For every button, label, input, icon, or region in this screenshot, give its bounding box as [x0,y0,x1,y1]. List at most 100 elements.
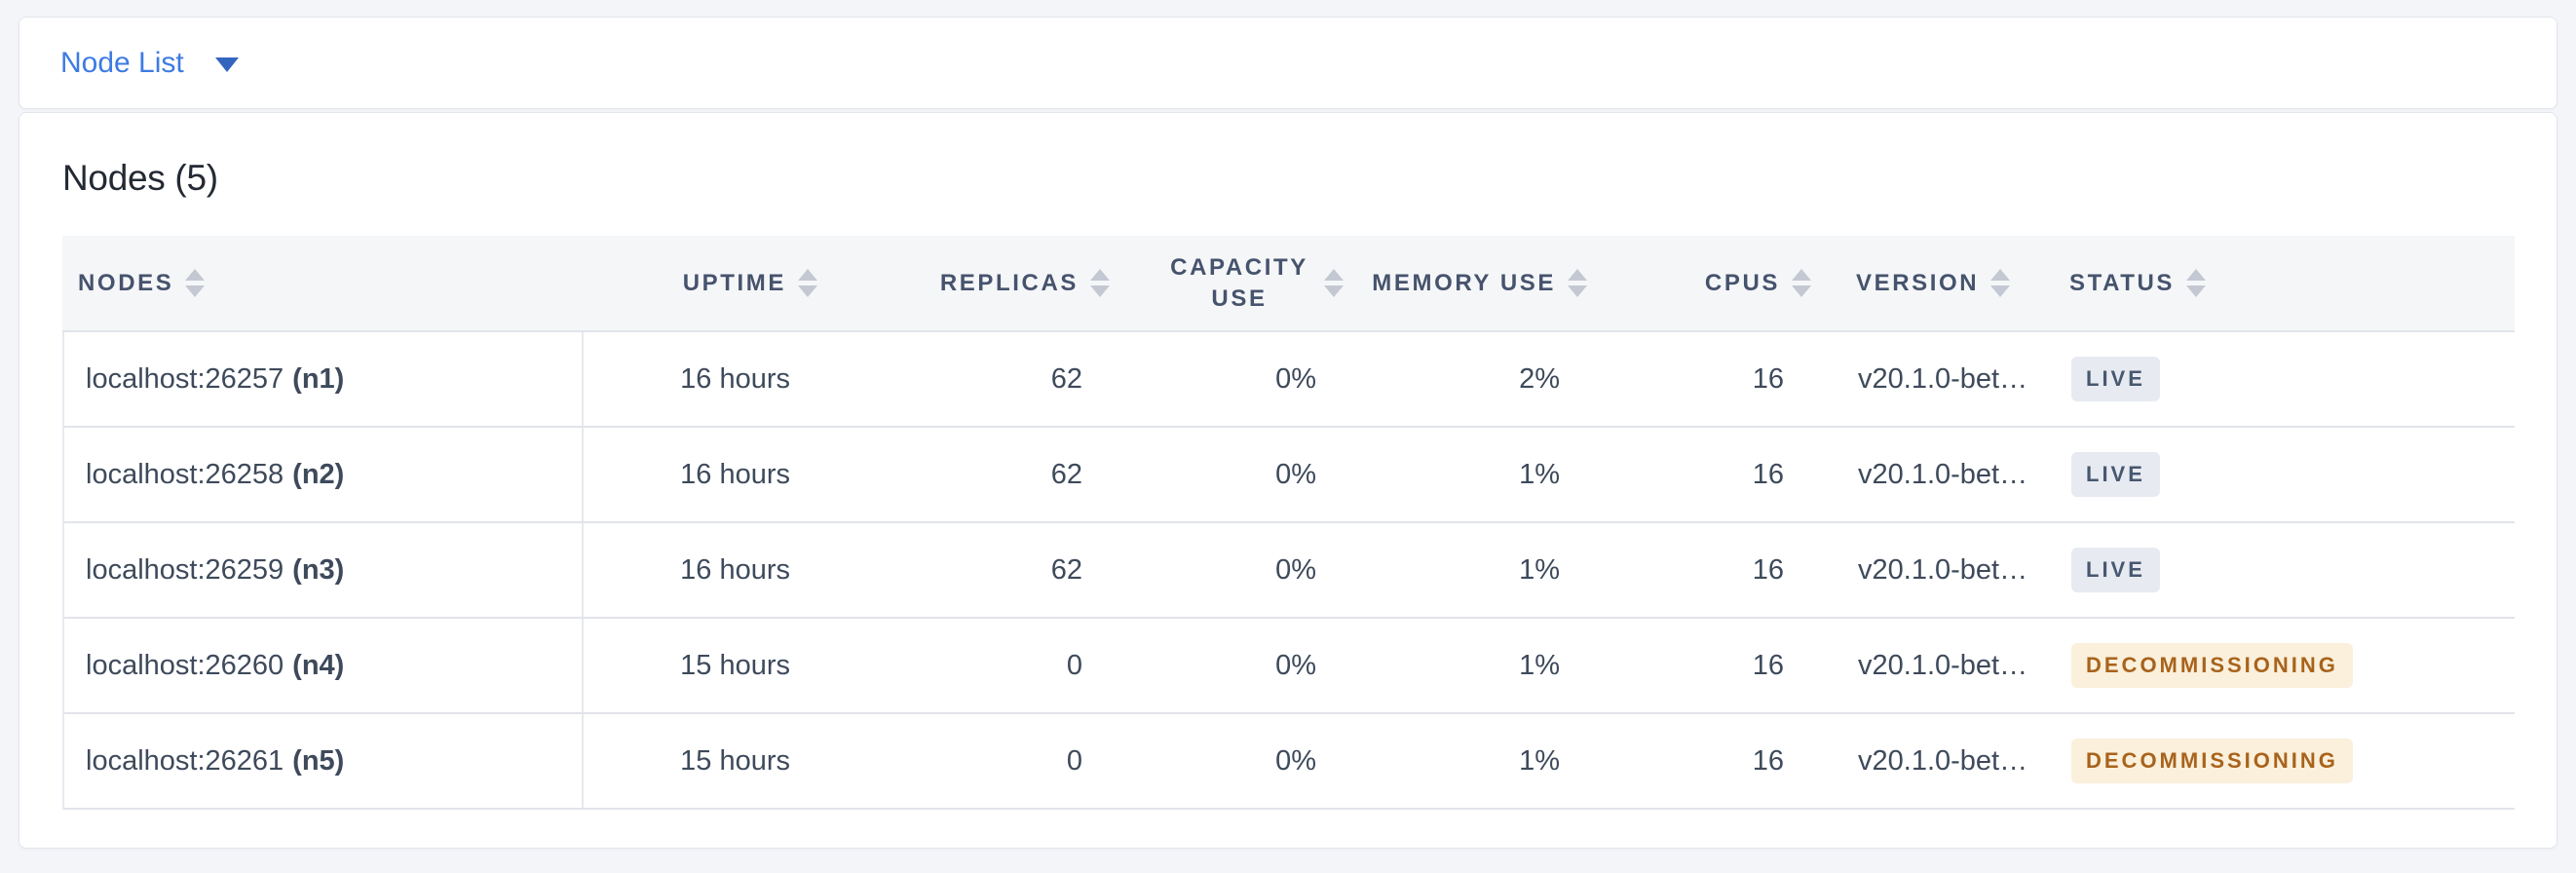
caret-down-icon [214,57,239,72]
cpus-value: 16 [1752,553,1784,586]
table-row[interactable]: localhost:26261 (n5) 15 hours 0 0% 1% 16… [64,714,2515,810]
sort-icon [798,269,817,297]
sort-icon [1324,269,1344,297]
capacity-use-cell: 0% [1123,332,1357,426]
version-value: v20.1.0-bet… [1858,553,2028,586]
sort-icon [1568,269,1587,297]
table-row[interactable]: localhost:26260 (n4) 15 hours 0 0% 1% 16… [64,619,2515,714]
sort-icon [2186,269,2207,297]
capacity-use-cell: 0% [1123,714,1357,808]
version-cell: v20.1.0-bet… [1825,428,2059,521]
capacity-use-value: 0% [1275,362,1316,395]
column-header-capacity-use[interactable]: CAPACITY USE [1121,236,1355,330]
uptime-value: 15 hours [680,744,790,777]
node-id: (n5) [292,744,345,777]
sort-down-icon [1792,285,1811,297]
capacity-use-value: 0% [1275,649,1316,681]
capacity-use-cell: 0% [1123,619,1357,712]
column-header-uptime[interactable]: UPTIME [582,236,829,330]
replicas-cell: 0 [831,619,1123,712]
uptime-value: 15 hours [680,649,790,681]
node-id: (n2) [292,458,345,490]
node-address: localhost:26257 [86,362,284,395]
sort-down-icon [1324,285,1344,297]
uptime-cell: 16 hours [584,332,831,426]
capacity-use-cell: 0% [1123,428,1357,521]
sort-up-icon [1990,269,2011,281]
node-address: localhost:26258 [86,458,284,490]
table-row[interactable]: localhost:26257 (n1) 16 hours 62 0% 2% 1… [64,332,2515,428]
sort-icon [1090,269,1110,297]
node-list-dropdown-label: Node List [60,46,184,79]
status-cell: LIVE [2059,428,2517,521]
sort-down-icon [1990,285,2011,297]
version-cell: v20.1.0-bet… [1825,714,2059,808]
capacity-use-value: 0% [1275,553,1316,586]
node-name-cell[interactable]: localhost:26258 (n2) [64,428,584,521]
column-header-nodes[interactable]: NODES [62,236,582,330]
node-list-dropdown[interactable]: Node List [60,46,239,79]
column-header-memory-use[interactable]: MEMORY USE [1355,236,1599,330]
node-address: localhost:26259 [86,553,284,586]
version-cell: v20.1.0-bet… [1825,523,2059,617]
version-cell: v20.1.0-bet… [1825,619,2059,712]
memory-use-cell: 1% [1357,523,1601,617]
replicas-cell: 62 [831,428,1123,521]
cpus-value: 16 [1752,649,1784,681]
table-row[interactable]: localhost:26258 (n2) 16 hours 62 0% 1% 1… [64,428,2515,523]
table-body: localhost:26257 (n1) 16 hours 62 0% 2% 1… [62,332,2515,810]
uptime-value: 16 hours [680,458,790,490]
memory-use-cell: 2% [1357,332,1601,426]
column-header-cpus[interactable]: CPUS [1599,236,1823,330]
cpus-cell: 16 [1601,428,1825,521]
node-name-cell[interactable]: localhost:26257 (n1) [64,332,584,426]
status-badge: LIVE [2071,548,2160,592]
column-header-status[interactable]: STATUS [2057,236,2515,330]
node-name-cell[interactable]: localhost:26261 (n5) [64,714,584,808]
uptime-cell: 16 hours [584,428,831,521]
memory-use-value: 1% [1519,649,1560,681]
sort-icon [1990,269,2011,297]
status-badge: LIVE [2071,452,2160,497]
cpus-cell: 16 [1601,332,1825,426]
memory-use-value: 1% [1519,553,1560,586]
table-header: NODES UPTIME REPLICAS [62,236,2515,332]
node-name-cell[interactable]: localhost:26259 (n3) [64,523,584,617]
sort-down-icon [2186,285,2207,297]
sort-down-icon [1090,285,1110,297]
replicas-value: 62 [1050,553,1082,586]
sort-icon [185,269,206,297]
status-cell: DECOMMISSIONING [2059,714,2517,808]
replicas-value: 62 [1050,458,1082,490]
status-badge: LIVE [2071,357,2160,401]
replicas-value: 62 [1050,362,1082,395]
column-header-version[interactable]: VERSION [1823,236,2057,330]
version-value: v20.1.0-bet… [1858,458,2028,490]
cpus-cell: 16 [1601,523,1825,617]
memory-use-value: 1% [1519,744,1560,777]
status-badge: DECOMMISSIONING [2071,643,2353,688]
sort-up-icon [2186,269,2207,281]
memory-use-value: 2% [1519,362,1560,395]
cpus-cell: 16 [1601,714,1825,808]
replicas-cell: 62 [831,523,1123,617]
nodes-table: NODES UPTIME REPLICAS [62,236,2515,810]
column-header-replicas[interactable]: REPLICAS [829,236,1121,330]
cpus-value: 16 [1752,744,1784,777]
sort-down-icon [1568,285,1587,297]
version-value: v20.1.0-bet… [1858,362,2028,395]
sort-down-icon [798,285,817,297]
top-bar: Node List [19,17,2557,109]
sort-up-icon [798,269,817,281]
uptime-cell: 16 hours [584,523,831,617]
status-cell: LIVE [2059,332,2517,426]
replicas-cell: 0 [831,714,1123,808]
sort-icon [1792,269,1811,297]
sort-down-icon [185,285,206,297]
sort-up-icon [1090,269,1110,281]
node-name-cell[interactable]: localhost:26260 (n4) [64,619,584,712]
status-cell: LIVE [2059,523,2517,617]
table-row[interactable]: localhost:26259 (n3) 16 hours 62 0% 1% 1… [64,523,2515,619]
status-cell: DECOMMISSIONING [2059,619,2517,712]
